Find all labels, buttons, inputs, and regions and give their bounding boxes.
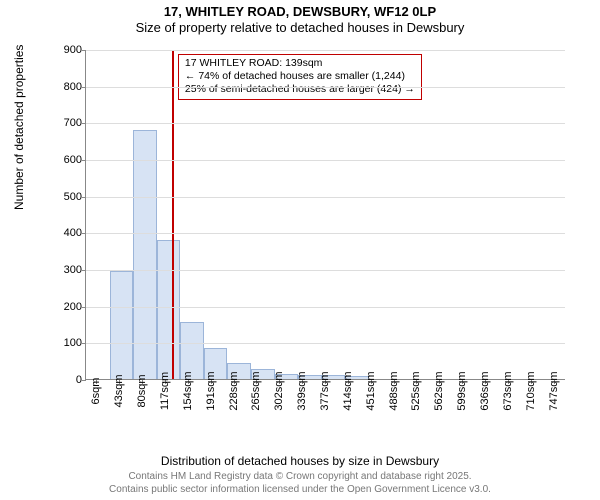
credit-line-1: Contains HM Land Registry data © Crown c… bbox=[0, 471, 600, 484]
x-tick-label: 117sqm bbox=[159, 372, 171, 410]
y-tick-mark bbox=[82, 123, 86, 124]
chart: 17 WHITLEY ROAD: 139sqm ← 74% of detache… bbox=[55, 45, 575, 425]
y-tick-mark bbox=[82, 160, 86, 161]
x-tick-label: 562sqm bbox=[433, 371, 445, 410]
x-tick-label: 228sqm bbox=[228, 371, 240, 410]
x-tick-label: 488sqm bbox=[388, 371, 400, 410]
y-tick-label: 400 bbox=[56, 227, 82, 239]
credit-line-2: Contains public sector information licen… bbox=[0, 484, 600, 497]
x-tick: 43sqm bbox=[108, 383, 131, 443]
bar bbox=[110, 271, 134, 379]
bar bbox=[133, 130, 157, 379]
x-tick: 191sqm bbox=[199, 383, 222, 443]
y-tick-label: 100 bbox=[56, 337, 82, 349]
x-axis-label: Distribution of detached houses by size … bbox=[0, 454, 600, 468]
y-tick-mark bbox=[82, 343, 86, 344]
y-tick-label: 500 bbox=[56, 191, 82, 203]
x-tick: 80sqm bbox=[131, 383, 154, 443]
x-tick: 747sqm bbox=[542, 383, 565, 443]
y-tick-mark bbox=[82, 87, 86, 88]
x-tick: 6sqm bbox=[85, 383, 108, 443]
x-tick: 339sqm bbox=[291, 383, 314, 443]
x-tick-label: 525sqm bbox=[410, 371, 422, 410]
x-tick-label: 191sqm bbox=[205, 371, 217, 410]
x-tick: 154sqm bbox=[176, 383, 199, 443]
x-tick-label: 710sqm bbox=[525, 371, 537, 410]
x-tick: 377sqm bbox=[314, 383, 337, 443]
gridline bbox=[86, 270, 565, 271]
x-tick-label: 302sqm bbox=[273, 371, 285, 410]
y-tick-label: 300 bbox=[56, 264, 82, 276]
x-tick-label: 80sqm bbox=[136, 374, 148, 407]
gridline bbox=[86, 123, 565, 124]
y-tick-label: 700 bbox=[56, 117, 82, 129]
y-tick-mark bbox=[82, 380, 86, 381]
x-tick-label: 377sqm bbox=[319, 371, 331, 410]
x-tick: 599sqm bbox=[451, 383, 474, 443]
gridline bbox=[86, 233, 565, 234]
x-tick: 488sqm bbox=[382, 383, 405, 443]
x-tick-label: 154sqm bbox=[182, 371, 194, 410]
info-box: 17 WHITLEY ROAD: 139sqm ← 74% of detache… bbox=[178, 54, 422, 100]
y-axis-label: Number of detached properties bbox=[12, 45, 26, 210]
bar bbox=[157, 240, 181, 379]
y-tick-label: 200 bbox=[56, 301, 82, 313]
x-tick: 265sqm bbox=[245, 383, 268, 443]
x-tick-label: 43sqm bbox=[113, 374, 125, 407]
y-tick-mark bbox=[82, 197, 86, 198]
x-tick-label: 265sqm bbox=[250, 371, 262, 410]
x-tick: 451sqm bbox=[359, 383, 382, 443]
page-title: 17, WHITLEY ROAD, DEWSBURY, WF12 0LP bbox=[0, 4, 600, 19]
x-tick: 710sqm bbox=[519, 383, 542, 443]
y-tick-mark bbox=[82, 50, 86, 51]
credit-text: Contains HM Land Registry data © Crown c… bbox=[0, 471, 600, 496]
x-tick-label: 451sqm bbox=[365, 371, 377, 410]
y-tick-label: 900 bbox=[56, 44, 82, 56]
x-tick: 117sqm bbox=[154, 383, 177, 443]
page-subtitle: Size of property relative to detached ho… bbox=[0, 20, 600, 35]
reference-line bbox=[172, 50, 174, 379]
x-tick-label: 414sqm bbox=[342, 371, 354, 410]
info-box-smaller: ← 74% of detached houses are smaller (1,… bbox=[185, 70, 415, 83]
gridline bbox=[86, 87, 565, 88]
y-tick-mark bbox=[82, 233, 86, 234]
x-tick-label: 747sqm bbox=[548, 371, 560, 410]
gridline bbox=[86, 50, 565, 51]
plot-area: 17 WHITLEY ROAD: 139sqm ← 74% of detache… bbox=[85, 50, 565, 380]
title-block: 17, WHITLEY ROAD, DEWSBURY, WF12 0LP Siz… bbox=[0, 0, 600, 35]
gridline bbox=[86, 197, 565, 198]
info-box-larger: 25% of semi-detached houses are larger (… bbox=[185, 83, 415, 96]
x-ticks: 6sqm43sqm80sqm117sqm154sqm191sqm228sqm26… bbox=[85, 383, 565, 443]
x-tick: 228sqm bbox=[222, 383, 245, 443]
y-tick-label: 0 bbox=[56, 374, 82, 386]
x-tick-label: 636sqm bbox=[479, 371, 491, 410]
x-tick-label: 599sqm bbox=[456, 371, 468, 410]
y-tick-mark bbox=[82, 307, 86, 308]
x-tick-label: 339sqm bbox=[296, 371, 308, 410]
x-tick: 525sqm bbox=[405, 383, 428, 443]
x-tick: 414sqm bbox=[336, 383, 359, 443]
x-tick: 636sqm bbox=[474, 383, 497, 443]
info-box-property: 17 WHITLEY ROAD: 139sqm bbox=[185, 57, 415, 70]
x-tick: 302sqm bbox=[268, 383, 291, 443]
x-tick: 562sqm bbox=[428, 383, 451, 443]
y-tick-label: 600 bbox=[56, 154, 82, 166]
x-tick-label: 6sqm bbox=[90, 378, 102, 405]
x-tick: 673sqm bbox=[496, 383, 519, 443]
x-tick-label: 673sqm bbox=[502, 371, 514, 410]
gridline bbox=[86, 307, 565, 308]
gridline bbox=[86, 343, 565, 344]
gridline bbox=[86, 160, 565, 161]
y-tick-label: 800 bbox=[56, 81, 82, 93]
y-tick-mark bbox=[82, 270, 86, 271]
